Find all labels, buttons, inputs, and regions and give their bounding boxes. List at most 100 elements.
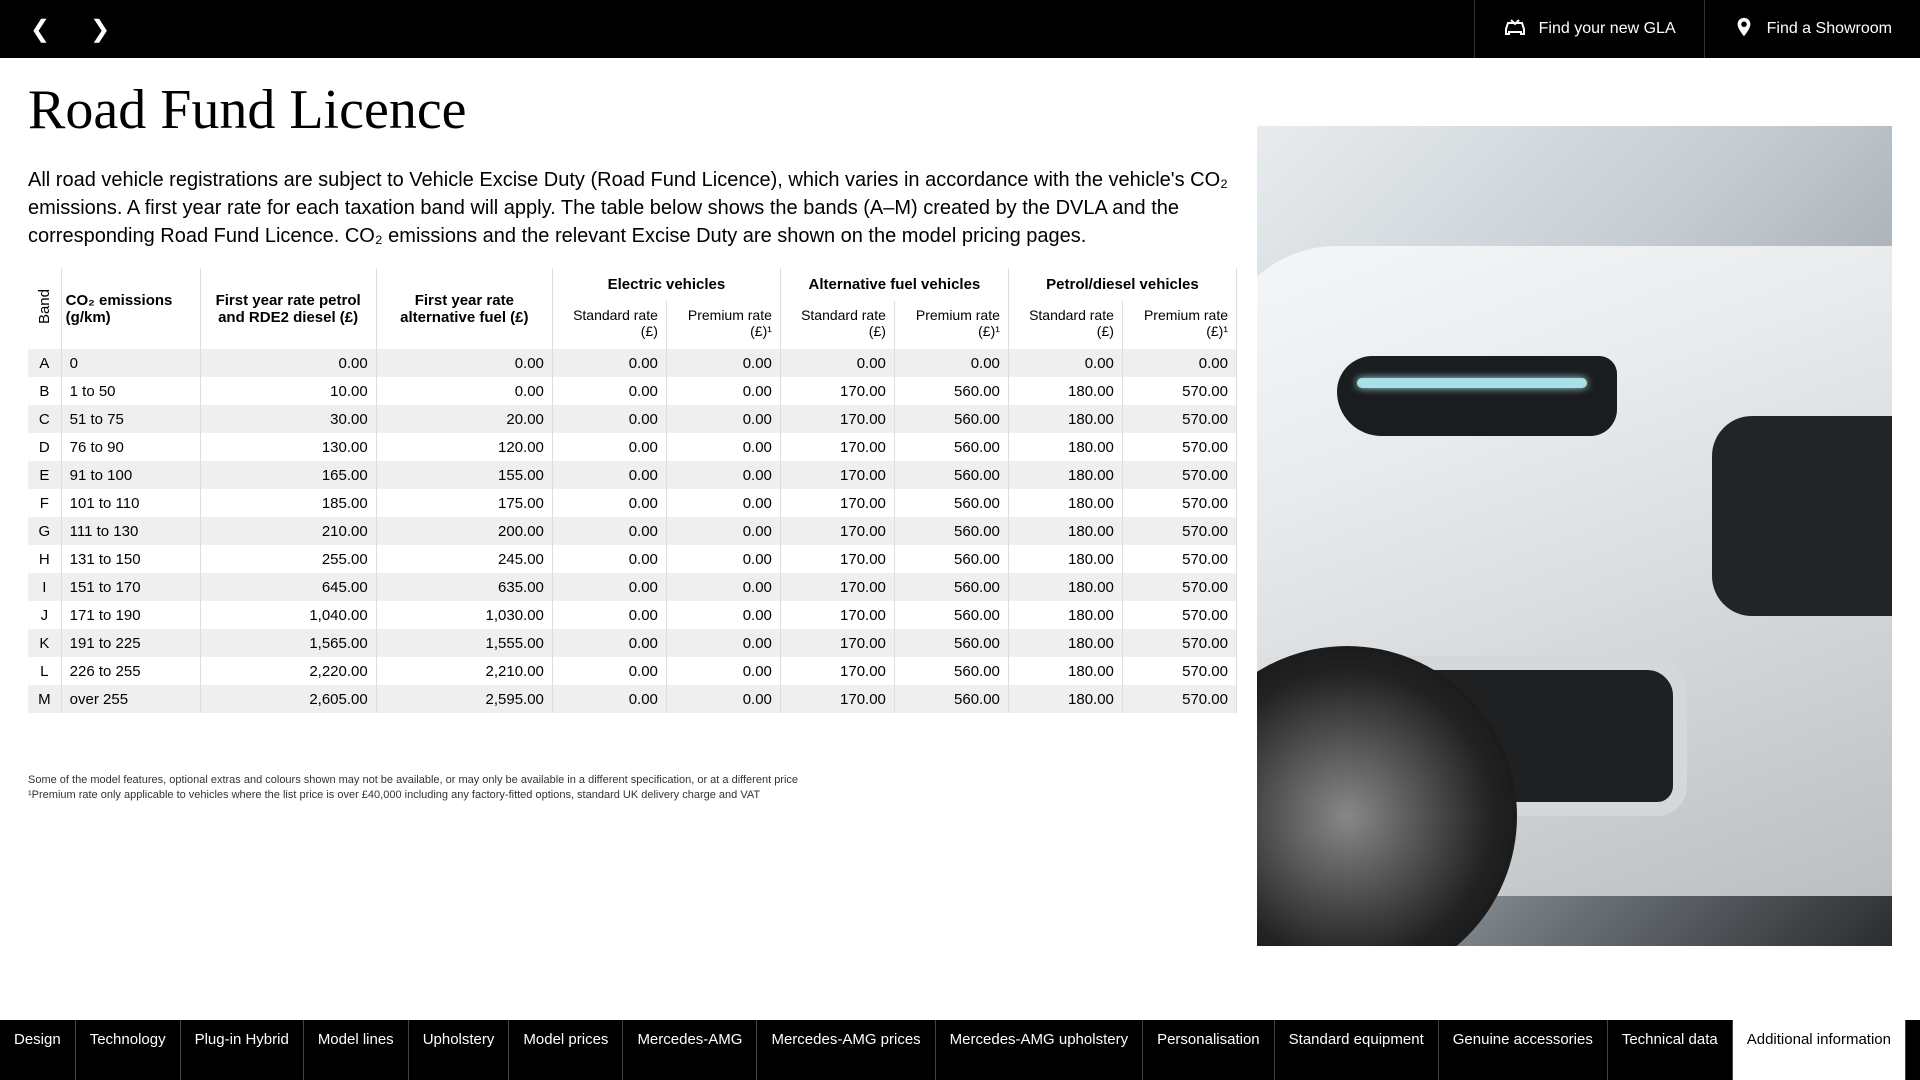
tab-standard-equipment[interactable]: Standard equipment bbox=[1275, 1020, 1439, 1080]
table-cell: 0.00 bbox=[552, 601, 666, 629]
table-cell: 170.00 bbox=[780, 573, 894, 601]
table-cell: 570.00 bbox=[1122, 405, 1236, 433]
table-cell: 180.00 bbox=[1008, 433, 1122, 461]
table-cell: 170.00 bbox=[780, 433, 894, 461]
table-cell: 560.00 bbox=[894, 517, 1008, 545]
table-cell: 1,030.00 bbox=[376, 601, 552, 629]
table-cell: 0.00 bbox=[1008, 349, 1122, 377]
table-cell: H bbox=[28, 545, 61, 573]
table-cell: 200.00 bbox=[376, 517, 552, 545]
page-title: Road Fund Licence bbox=[28, 78, 1237, 142]
table-cell: 170.00 bbox=[780, 545, 894, 573]
table-cell: 210.00 bbox=[200, 517, 376, 545]
col-ev-standard: Standard rate (£) bbox=[552, 301, 666, 349]
table-cell: 170.00 bbox=[780, 405, 894, 433]
tab-technical-data[interactable]: Technical data bbox=[1608, 1020, 1733, 1080]
table-cell: 0.00 bbox=[780, 349, 894, 377]
tab-technology[interactable]: Technology bbox=[76, 1020, 181, 1080]
table-cell: 91 to 100 bbox=[61, 461, 200, 489]
table-cell: D bbox=[28, 433, 61, 461]
intro-text: All road vehicle registrations are subje… bbox=[28, 166, 1237, 250]
tab-genuine-accessories[interactable]: Genuine accessories bbox=[1439, 1020, 1608, 1080]
table-cell: 0.00 bbox=[666, 657, 780, 685]
find-car-button[interactable]: Find your new GLA bbox=[1474, 0, 1704, 58]
col-alt-standard: Standard rate (£) bbox=[780, 301, 894, 349]
table-cell: 0.00 bbox=[552, 685, 666, 713]
table-cell: 131 to 150 bbox=[61, 545, 200, 573]
table-cell: 20.00 bbox=[376, 405, 552, 433]
table-cell: 0.00 bbox=[376, 377, 552, 405]
tab-mercedes-amg[interactable]: Mercedes-AMG bbox=[623, 1020, 757, 1080]
table-cell: 560.00 bbox=[894, 573, 1008, 601]
table-cell: 0.00 bbox=[552, 433, 666, 461]
table-cell: C bbox=[28, 405, 61, 433]
table-cell: 2,210.00 bbox=[376, 657, 552, 685]
table-cell: 570.00 bbox=[1122, 489, 1236, 517]
tab-model-prices[interactable]: Model prices bbox=[509, 1020, 623, 1080]
table-row: C51 to 7530.0020.000.000.00170.00560.001… bbox=[28, 405, 1237, 433]
tab-mercedes-amg-upholstery[interactable]: Mercedes-AMG upholstery bbox=[936, 1020, 1143, 1080]
table-cell: over 255 bbox=[61, 685, 200, 713]
table-cell: 180.00 bbox=[1008, 545, 1122, 573]
table-cell: 0.00 bbox=[376, 349, 552, 377]
table-cell: 180.00 bbox=[1008, 573, 1122, 601]
table-cell: 1,565.00 bbox=[200, 629, 376, 657]
table-cell: 155.00 bbox=[376, 461, 552, 489]
table-cell: 0.00 bbox=[666, 629, 780, 657]
prev-arrow-icon[interactable]: ❮ bbox=[30, 15, 50, 44]
table-cell: 1,555.00 bbox=[376, 629, 552, 657]
table-cell: 2,595.00 bbox=[376, 685, 552, 713]
tab-personalisation[interactable]: Personalisation bbox=[1143, 1020, 1275, 1080]
table-cell: 76 to 90 bbox=[61, 433, 200, 461]
tab-upholstery[interactable]: Upholstery bbox=[409, 1020, 510, 1080]
tab-additional-information[interactable]: Additional information bbox=[1733, 1020, 1906, 1080]
group-petrol: Petrol/diesel vehicles bbox=[1008, 268, 1236, 301]
table-cell: 175.00 bbox=[376, 489, 552, 517]
col-first-petrol: First year rate petrol and RDE2 diesel (… bbox=[200, 268, 376, 349]
tab-mercedes-amg-prices[interactable]: Mercedes-AMG prices bbox=[757, 1020, 935, 1080]
table-cell: 0.00 bbox=[666, 349, 780, 377]
col-first-alt: First year rate alternative fuel (£) bbox=[376, 268, 552, 349]
table-cell: 570.00 bbox=[1122, 685, 1236, 713]
table-cell: 570.00 bbox=[1122, 629, 1236, 657]
table-cell: 151 to 170 bbox=[61, 573, 200, 601]
find-showroom-button[interactable]: Find a Showroom bbox=[1704, 0, 1920, 58]
col-pd-premium: Premium rate (£)¹ bbox=[1122, 301, 1236, 349]
table-cell: 1,040.00 bbox=[200, 601, 376, 629]
table-cell: 180.00 bbox=[1008, 461, 1122, 489]
table-cell: 180.00 bbox=[1008, 489, 1122, 517]
table-cell: 180.00 bbox=[1008, 517, 1122, 545]
table-cell: 191 to 225 bbox=[61, 629, 200, 657]
table-cell: 0.00 bbox=[552, 349, 666, 377]
table-cell: 0.00 bbox=[666, 601, 780, 629]
table-cell: 180.00 bbox=[1008, 601, 1122, 629]
table-cell: 0.00 bbox=[552, 377, 666, 405]
table-cell: 0.00 bbox=[666, 433, 780, 461]
table-cell: 560.00 bbox=[894, 489, 1008, 517]
table-cell: I bbox=[28, 573, 61, 601]
tab-design[interactable]: Design bbox=[0, 1020, 76, 1080]
car-icon bbox=[1503, 15, 1527, 44]
footnote-1: Some of the model features, optional ext… bbox=[28, 773, 1237, 788]
next-arrow-icon[interactable]: ❯ bbox=[90, 15, 110, 44]
find-car-label: Find your new GLA bbox=[1539, 20, 1676, 38]
top-bar: ❮ ❯ Find your new GLA Find a Showroom bbox=[0, 0, 1920, 58]
table-cell: 120.00 bbox=[376, 433, 552, 461]
table-cell: 2,605.00 bbox=[200, 685, 376, 713]
table-row: F101 to 110185.00175.000.000.00170.00560… bbox=[28, 489, 1237, 517]
tab-plug-in-hybrid[interactable]: Plug-in Hybrid bbox=[181, 1020, 304, 1080]
tab-model-lines[interactable]: Model lines bbox=[304, 1020, 409, 1080]
table-row: B1 to 5010.000.000.000.00170.00560.00180… bbox=[28, 377, 1237, 405]
table-cell: 0.00 bbox=[666, 461, 780, 489]
table-row: I151 to 170645.00635.000.000.00170.00560… bbox=[28, 573, 1237, 601]
find-showroom-label: Find a Showroom bbox=[1767, 20, 1892, 38]
table-cell: 0.00 bbox=[666, 517, 780, 545]
table-cell: 0.00 bbox=[552, 629, 666, 657]
table-cell: 170.00 bbox=[780, 377, 894, 405]
table-cell: 170.00 bbox=[780, 685, 894, 713]
table-cell: 170.00 bbox=[780, 489, 894, 517]
table-cell: 560.00 bbox=[894, 461, 1008, 489]
table-cell: 570.00 bbox=[1122, 657, 1236, 685]
table-cell: A bbox=[28, 349, 61, 377]
car-image bbox=[1257, 126, 1892, 946]
